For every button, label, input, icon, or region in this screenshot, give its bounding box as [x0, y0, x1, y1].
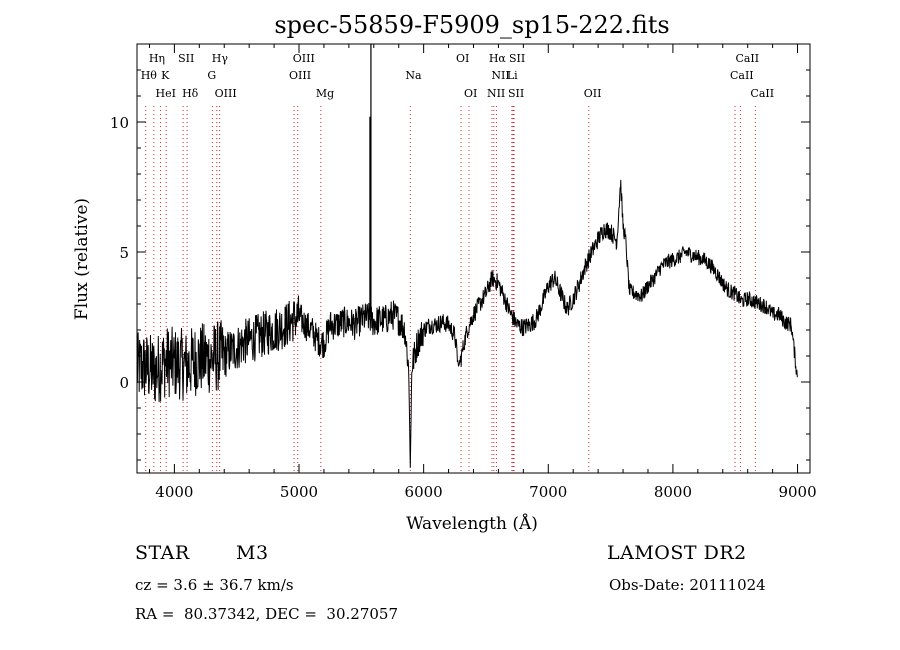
y-axis-label: Flux (relative) [72, 198, 92, 320]
line-label: Mg [316, 87, 334, 100]
observation-date: Obs-Date: 20111024 [609, 576, 766, 594]
line-label: CaII [735, 52, 759, 65]
line-label: OIII [293, 52, 315, 65]
line-label: Hθ [141, 69, 158, 82]
x-tick-label: 6000 [405, 483, 443, 501]
x-tick-label: 5000 [280, 483, 318, 501]
line-label: CaII [750, 87, 774, 100]
line-label: OII [584, 87, 602, 100]
line-label: SII [509, 52, 525, 65]
x-tick-label: 7000 [529, 483, 567, 501]
line-label: Hη [149, 52, 165, 65]
sky-coordinates: RA = 80.37342, DEC = 30.27057 [135, 605, 399, 623]
y-tick-label: 0 [119, 374, 129, 392]
line-label: HeI [156, 87, 176, 100]
x-axis-label: Wavelength (Å) [406, 513, 538, 534]
line-label: CaII [730, 69, 754, 82]
line-label: Hα [489, 52, 507, 65]
redshift-cz: cz = 3.6 ± 36.7 km/s [135, 576, 294, 594]
line-label: SII [508, 87, 524, 100]
line-label: Na [405, 69, 422, 82]
line-label: Li [507, 69, 518, 82]
object-subclass: M3 [236, 542, 269, 564]
line-label: OI [456, 52, 469, 65]
spectrum-line [136, 179, 798, 468]
object-class: STAR [135, 542, 190, 564]
line-label: OIII [215, 87, 237, 100]
line-label: OIII [289, 69, 311, 82]
line-label: OI [464, 87, 477, 100]
x-tick-label: 8000 [654, 483, 692, 501]
chart-title: spec-55859-F5909_sp15-222.fits [274, 11, 669, 39]
line-label: NII [491, 69, 509, 82]
y-tick-label: 10 [110, 114, 129, 132]
line-label: K [161, 69, 170, 82]
x-tick-label: 4000 [155, 483, 193, 501]
line-label: NII [487, 87, 505, 100]
line-label: SII [178, 52, 194, 65]
line-label: G [207, 69, 216, 82]
line-label: Hδ [182, 87, 199, 100]
line-label: Hγ [212, 52, 229, 65]
survey-name: LAMOST DR2 [607, 542, 747, 564]
plot-frame [136, 43, 811, 474]
x-tick-label: 9000 [778, 483, 816, 501]
y-tick-label: 5 [119, 244, 129, 262]
